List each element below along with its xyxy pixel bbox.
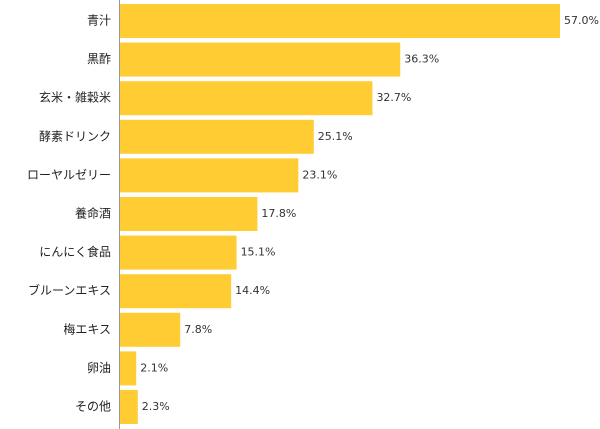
category-label-5: 養命酒 [75,206,111,221]
bar-5 [120,197,258,231]
category-label-6: にんにく食品 [39,244,111,259]
category-label-1: 黒酢 [87,51,111,66]
category-label-0: 青汁 [87,14,111,28]
value-label-7: 14.4% [235,284,270,297]
bar-10 [120,390,138,424]
value-label-8: 7.8% [184,323,212,336]
category-label-3: 酵素ドリンク [39,129,111,143]
bar-6 [120,235,237,270]
value-label-5: 17.8% [261,207,296,220]
bar-8 [120,312,181,347]
value-label-0: 57.0% [564,14,599,27]
bar-7 [120,274,232,309]
value-label-3: 25.1% [318,130,353,143]
bar-4 [120,158,299,193]
bar-2 [120,81,373,116]
bars-layer [120,4,561,424]
category-label-8: 梅エキス [63,321,111,336]
bar-1 [120,42,401,77]
bar-9 [120,351,137,386]
value-label-10: 2.3% [142,400,170,413]
category-label-9: 卵油 [87,361,111,375]
category-label-7: ブルーンエキス [28,283,111,298]
value-labels-layer: 57.0% 36.3% 32.7% 25.1% 23.1% 17.8% 15.1% 14.4%… [140,14,599,413]
bar-3 [120,119,314,154]
category-label-4: ローヤルゼリー [27,168,111,182]
category-label-10: その他 [75,400,111,414]
value-label-1: 36.3% [404,53,439,66]
value-label-9: 2.1% [140,361,168,374]
value-label-2: 32.7% [376,91,411,104]
bar-0 [120,4,561,38]
value-label-6: 15.1% [241,246,276,259]
value-label-4: 23.1% [302,168,337,181]
category-label-2: 玄米・雑穀米 [39,90,111,105]
category-labels-layer: 青汁黒酢玄米・雑穀米酵素ドリンクローヤルゼリー養命酒にんにく食品ブルーンエキス梅… [27,14,111,414]
